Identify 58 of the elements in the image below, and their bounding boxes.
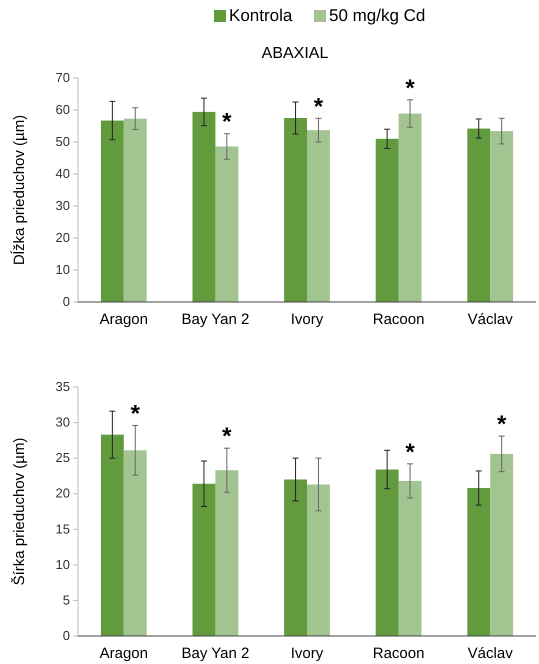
y-tick-label: 50 — [56, 134, 70, 149]
bar — [100, 120, 124, 302]
bar — [100, 434, 124, 636]
legend-label: 50 mg/kg Cd — [329, 6, 426, 25]
y-tick-label: 0 — [62, 294, 70, 309]
bar — [307, 130, 330, 302]
annotation: * — [405, 438, 416, 466]
y-axis-title: Šírka prieduchov (µm) — [10, 438, 28, 586]
y-tick-label: 10 — [56, 556, 70, 572]
x-tick-label: Racoon — [372, 311, 424, 328]
bar — [398, 480, 422, 636]
y-axis-title: Dĺžka prieduchov (µm) — [10, 114, 28, 266]
x-tick-label: Ivory — [290, 311, 324, 328]
y-tick-label: 30 — [56, 414, 70, 430]
annotation: * — [405, 74, 416, 102]
bar — [284, 479, 307, 636]
bar — [398, 114, 422, 302]
bar — [192, 112, 216, 302]
bar — [467, 128, 490, 302]
x-tick-label: Racoon — [372, 645, 424, 662]
y-tick-label: 40 — [56, 166, 70, 181]
y-tick-label: 15 — [56, 521, 70, 536]
y-tick-label: 20 — [56, 486, 70, 501]
bar — [215, 146, 238, 302]
x-tick-label: Václav — [468, 311, 514, 328]
bar — [467, 488, 490, 636]
y-tick-label: 25 — [56, 450, 70, 466]
bar — [124, 118, 147, 302]
annotation: * — [222, 423, 232, 450]
x-tick-label: Václav — [468, 645, 514, 662]
y-tick-label: 0 — [62, 628, 70, 643]
bar — [307, 484, 330, 636]
chart-title: ABAXIAL — [262, 45, 328, 62]
y-tick-label: 70 — [56, 70, 70, 85]
annotation: * — [314, 93, 324, 120]
bar — [192, 484, 216, 636]
bar — [284, 118, 307, 302]
y-tick-label: 20 — [56, 230, 70, 245]
x-tick-label: Bay Yan 2 — [181, 311, 250, 328]
x-tick-label: Ivory — [290, 645, 324, 662]
x-tick-label: Aragon — [100, 311, 148, 328]
annotation: * — [130, 400, 141, 428]
x-tick-label: Bay Yan 2 — [181, 645, 250, 662]
legend-label: Kontrola — [229, 6, 293, 25]
bar — [490, 454, 514, 636]
bar — [376, 138, 399, 302]
y-tick-label: 30 — [56, 198, 70, 213]
bar — [215, 470, 238, 636]
bar — [376, 470, 399, 636]
y-tick-label: 5 — [62, 592, 70, 608]
y-tick-label: 60 — [56, 102, 70, 117]
bar — [124, 450, 147, 636]
x-tick-label: Aragon — [100, 645, 148, 662]
annotation: * — [222, 108, 232, 136]
y-tick-label: 10 — [56, 262, 70, 277]
y-tick-label: 35 — [56, 379, 70, 394]
bar — [490, 131, 514, 302]
annotation: * — [496, 411, 507, 438]
